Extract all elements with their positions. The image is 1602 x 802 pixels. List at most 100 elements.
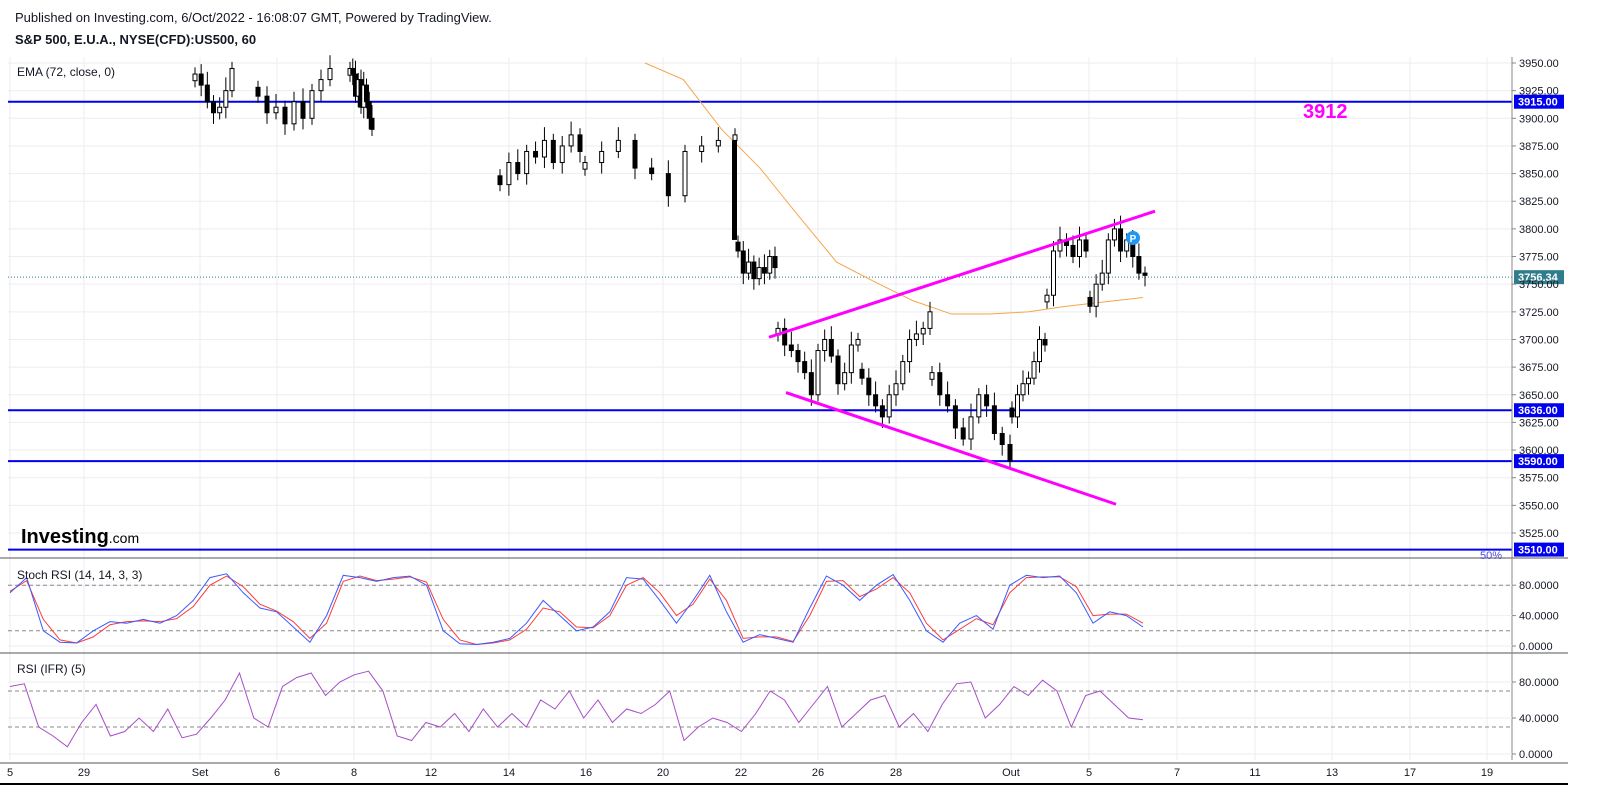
candle-body [369, 117, 375, 130]
candle-body [795, 350, 801, 363]
candle-body [599, 150, 605, 164]
price-tick-label: 3725.00 [1519, 307, 1559, 319]
time-tick-label: 11 [1249, 767, 1260, 779]
candle-body [1015, 394, 1020, 418]
candle-body [506, 162, 512, 186]
candle-body [192, 73, 198, 82]
level-tag-label: 3590.00 [1518, 456, 1558, 468]
axes: 3950.00 3925.00 3900.00 3875.00 3850.00 3825.… [0, 57, 1568, 785]
stoch-k-line [9, 573, 1144, 645]
candle-body [1136, 256, 1142, 274]
ema-indicator-label: EMA (72, close, 0) [17, 65, 115, 79]
candle-body [273, 106, 279, 114]
investing-logo: Investing.com [21, 526, 139, 548]
upper-trendline [768, 209, 1156, 339]
candle-body [541, 139, 547, 158]
time-tick-label: 5 [1086, 767, 1092, 779]
rsi-line [9, 670, 1144, 748]
candle-body [309, 90, 315, 119]
candle-body [788, 344, 794, 352]
stoch-d-line [9, 575, 1144, 645]
price-tick-label: 3950.00 [1519, 58, 1559, 70]
candle-body [533, 150, 539, 158]
candle-body [223, 90, 229, 108]
osc-tick-label: 40.0000 [1519, 611, 1559, 623]
candle-body [264, 95, 270, 114]
level-tag [1514, 542, 1564, 557]
candle-body [828, 338, 834, 357]
candle-body [873, 394, 879, 407]
candle-body [198, 73, 204, 86]
osc-tick-label: 40.0000 [1519, 713, 1559, 725]
price-tick-label: 3850.00 [1519, 169, 1559, 181]
candle-body [1026, 377, 1031, 385]
candles[interactable] [192, 55, 1148, 468]
candle-body [1077, 239, 1082, 258]
candle-body [761, 267, 767, 274]
candle-body [1037, 338, 1042, 363]
candle-body [772, 256, 778, 269]
candle-body [893, 383, 899, 396]
price-tick-label: 3825.00 [1519, 196, 1559, 208]
candle-body [1087, 296, 1093, 307]
level-tag [1514, 454, 1564, 469]
candle-body [751, 261, 757, 280]
candle-body [615, 139, 621, 152]
candle-body [318, 79, 324, 92]
candle-body [732, 134, 738, 141]
candle-body [782, 327, 788, 346]
candle-body [976, 394, 982, 418]
price-tick-label: 3775.00 [1519, 252, 1559, 264]
candle-body [1044, 294, 1050, 303]
level-tag-label: 3915.00 [1518, 97, 1558, 109]
p-marker-icon [1126, 231, 1140, 245]
price-tick-label: 3800.00 [1519, 224, 1559, 236]
publisher-line: Published on Investing.com, 6/Oct/2022 -… [15, 10, 492, 25]
candle-body [229, 68, 235, 92]
candle-body [1105, 239, 1111, 274]
candle-body [364, 84, 369, 103]
price-tick-label: 3650.00 [1519, 390, 1559, 402]
price-tick-label: 3900.00 [1519, 113, 1559, 125]
candle-body [300, 101, 306, 119]
candle-body [740, 250, 746, 274]
candle-body [913, 333, 919, 340]
candle-body [822, 338, 828, 352]
candle-body [866, 377, 872, 396]
candle-body [1009, 407, 1015, 418]
osc-tick-label: 80.0000 [1519, 677, 1559, 689]
ema-line [644, 62, 1144, 315]
level-tag-label: 3510.00 [1518, 545, 1558, 557]
candle-body [665, 173, 671, 197]
candle-body [1042, 338, 1048, 346]
time-tick-label: Set [192, 767, 209, 779]
candle-body [1031, 361, 1037, 379]
candle-body [848, 344, 854, 374]
candle-body [735, 241, 741, 252]
time-tick-label: 20 [657, 767, 669, 779]
last-price-tag [1514, 270, 1564, 285]
candle-body [991, 405, 997, 434]
candle-body [282, 106, 288, 125]
candle-body [582, 162, 588, 170]
time-tick-label: 29 [78, 767, 90, 779]
candle-body [842, 372, 848, 385]
candle-body [350, 68, 356, 75]
time-tick-label: Out [1002, 767, 1020, 779]
candle-body [568, 134, 574, 147]
candle-body [699, 145, 705, 152]
price-tick-label: 3550.00 [1519, 500, 1559, 512]
osc-title: RSI (IFR) (5) [17, 662, 86, 676]
time-tick-label: 17 [1404, 767, 1416, 779]
price-tick-label: 3625.00 [1519, 417, 1559, 429]
candle-body [732, 140, 737, 240]
symbol-title: S&P 500, E.U.A., NYSE(CFD):US500, 60 [15, 32, 257, 47]
candle-body [920, 327, 926, 335]
candle-body [1083, 239, 1089, 252]
candle-body [366, 101, 372, 119]
candle-body [952, 405, 958, 429]
time-tick-label: 26 [812, 767, 824, 779]
percent-label: 50% [1480, 550, 1502, 562]
candle-body [808, 372, 814, 396]
